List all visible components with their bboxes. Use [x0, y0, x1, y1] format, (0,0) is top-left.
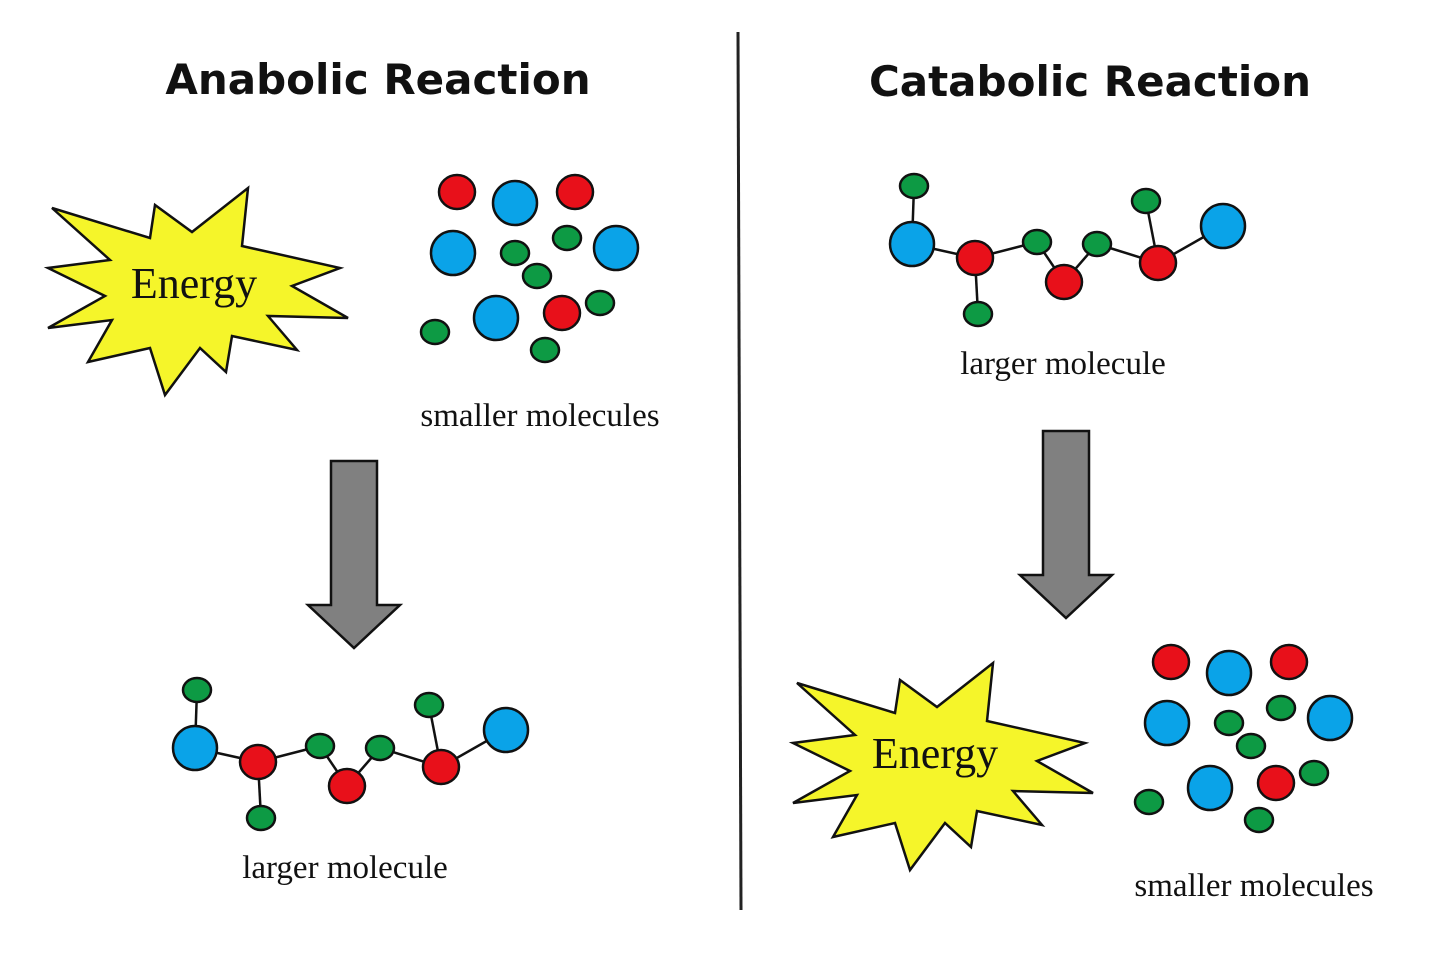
blue-atom — [592, 224, 640, 272]
green-atom — [521, 262, 553, 290]
catabolic-title: Catabolic Reaction — [869, 57, 1311, 106]
red-atom — [1044, 263, 1084, 301]
blue-atom — [472, 294, 520, 342]
green-atom — [1213, 709, 1245, 737]
red-atom — [327, 767, 367, 805]
panel-divider — [736, 31, 743, 911]
green-atom — [1243, 806, 1275, 834]
green-atom — [1021, 228, 1053, 256]
green-atom — [1133, 788, 1165, 816]
energy-burst-shape — [43, 185, 349, 398]
green-atom — [245, 804, 277, 832]
energy-burst-icon — [788, 660, 1094, 873]
larger-molecule-label: larger molecule — [960, 346, 1166, 382]
red-atom — [421, 748, 461, 786]
down-arrow-icon — [304, 459, 404, 650]
green-atom — [551, 224, 583, 252]
red-atom — [1256, 764, 1296, 802]
blue-atom — [171, 724, 219, 772]
blue-atom — [491, 179, 539, 227]
energy-label: Energy — [131, 259, 257, 308]
blue-atom — [1186, 764, 1234, 812]
green-atom — [499, 239, 531, 267]
red-atom — [238, 743, 278, 781]
energy-label: Energy — [872, 729, 998, 778]
blue-atom — [1143, 699, 1191, 747]
smaller-molecules-label: smaller molecules — [1134, 868, 1373, 904]
anabolic-title: Anabolic Reaction — [165, 55, 590, 104]
green-atom — [419, 318, 451, 346]
green-atom — [529, 336, 561, 364]
blue-atom — [482, 706, 530, 754]
green-atom — [1130, 187, 1162, 215]
green-atom — [304, 732, 336, 760]
down-arrow-icon — [1016, 429, 1116, 620]
arrow-shape — [304, 459, 404, 650]
green-atom — [181, 676, 213, 704]
red-atom — [955, 239, 995, 277]
blue-atom — [1306, 694, 1354, 742]
green-atom — [1081, 230, 1113, 258]
red-atom — [1138, 244, 1178, 282]
red-atom — [437, 173, 477, 211]
smaller-molecules — [419, 173, 640, 364]
blue-atom — [1199, 202, 1247, 250]
green-atom — [898, 172, 930, 200]
larger-molecule — [888, 172, 1247, 328]
blue-atom — [888, 220, 936, 268]
blue-atom — [429, 229, 477, 277]
red-atom — [1151, 643, 1191, 681]
arrow-shape — [1016, 429, 1116, 620]
energy-burst-icon — [43, 185, 349, 398]
red-atom — [555, 173, 595, 211]
energy-burst-shape — [788, 660, 1094, 873]
red-atom — [1269, 643, 1309, 681]
larger-molecule-label: larger molecule — [242, 850, 448, 886]
green-atom — [962, 300, 994, 328]
red-atom — [542, 294, 582, 332]
green-atom — [1265, 694, 1297, 722]
blue-atom — [1205, 649, 1253, 697]
catabolic-panel: Catabolic Reaction larger molecule Energ… — [788, 57, 1374, 904]
green-atom — [1298, 759, 1330, 787]
green-atom — [413, 691, 445, 719]
green-atom — [364, 734, 396, 762]
green-atom — [1235, 732, 1267, 760]
larger-molecule — [171, 676, 530, 832]
smaller-molecules-label: smaller molecules — [420, 398, 659, 434]
green-atom — [584, 289, 616, 317]
anabolic-panel: Anabolic Reaction Energy smaller molecul… — [43, 55, 660, 886]
smaller-molecules — [1133, 643, 1354, 834]
